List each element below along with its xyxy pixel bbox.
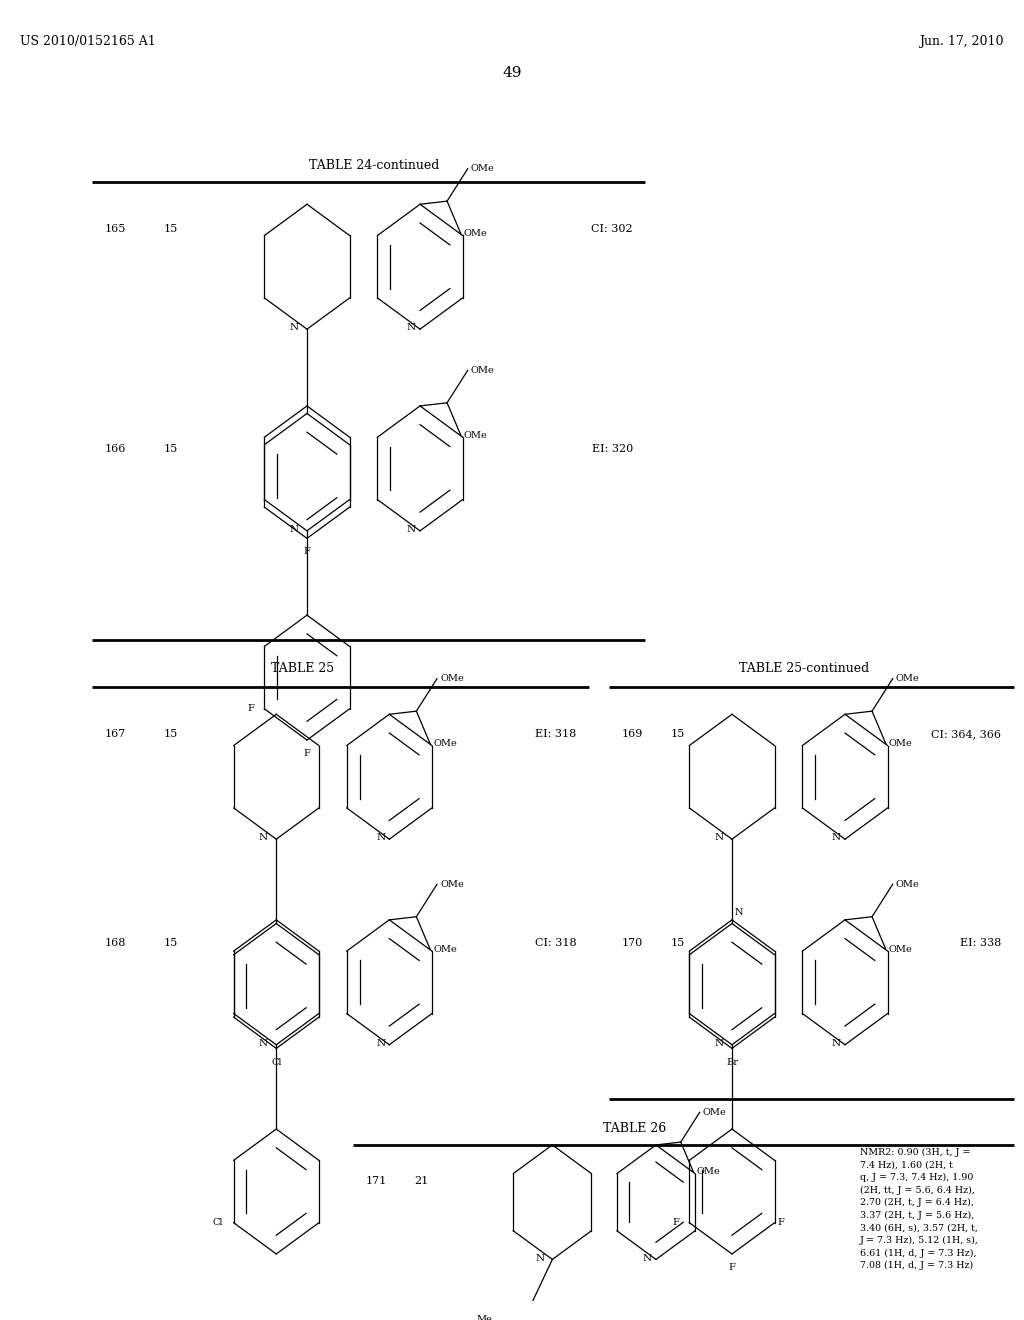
Text: OMe: OMe [696,1167,720,1176]
Text: N: N [643,1254,652,1263]
Text: 21: 21 [415,1176,429,1187]
Text: F: F [728,1263,735,1272]
Text: N: N [376,833,385,842]
Text: N: N [407,323,416,333]
Text: OMe: OMe [471,366,495,375]
Text: N: N [715,833,724,842]
Text: NMR2: 0.90 (3H, t, J =
7.4 Hz), 1.60 (2H, t
q, J = 7.3, 7.4 Hz), 1.90
(2H, tt, J: NMR2: 0.90 (3H, t, J = 7.4 Hz), 1.60 (2H… [860,1147,979,1270]
Text: CI: 318: CI: 318 [535,939,577,948]
Text: N: N [831,833,841,842]
Text: TABLE 25-continued: TABLE 25-continued [738,663,869,676]
Text: 15: 15 [164,729,178,739]
Text: 171: 171 [366,1176,387,1187]
Text: N: N [290,323,299,333]
Text: 166: 166 [104,444,126,454]
Text: TABLE 24-continued: TABLE 24-continued [308,158,439,172]
Text: 15: 15 [164,939,178,948]
Text: Jun. 17, 2010: Jun. 17, 2010 [919,36,1004,48]
Text: Cl: Cl [213,1218,223,1228]
Text: 168: 168 [104,939,126,948]
Text: 167: 167 [104,729,126,739]
Text: CI: 364, 366: CI: 364, 366 [932,729,1001,739]
Text: 165: 165 [104,224,126,234]
Text: F: F [248,705,254,713]
Text: OMe: OMe [433,945,457,954]
Text: N: N [290,525,299,535]
Text: 15: 15 [671,939,685,948]
Text: 15: 15 [164,444,178,454]
Text: EI: 320: EI: 320 [592,444,633,454]
Text: N: N [259,1039,268,1048]
Text: Cl: Cl [271,1057,282,1067]
Text: OMe: OMe [440,675,464,684]
Text: OMe: OMe [702,1107,726,1117]
Text: 169: 169 [622,729,643,739]
Text: OMe: OMe [896,675,920,684]
Text: EI: 318: EI: 318 [536,729,577,739]
Text: Br: Br [726,1057,738,1067]
Text: US 2010/0152165 A1: US 2010/0152165 A1 [20,36,157,48]
Text: N: N [376,1039,385,1048]
Text: TABLE 25: TABLE 25 [270,663,334,676]
Text: OMe: OMe [471,164,495,173]
Text: OMe: OMe [433,739,457,748]
Text: OMe: OMe [464,430,487,440]
Text: OMe: OMe [440,879,464,888]
Text: 49: 49 [502,66,522,79]
Text: OMe: OMe [464,230,487,238]
Text: N: N [259,833,268,842]
Text: 170: 170 [622,939,643,948]
Text: OMe: OMe [889,739,912,748]
Text: CI: 302: CI: 302 [591,224,633,234]
Text: 15: 15 [164,224,178,234]
Text: N: N [715,1039,724,1048]
Text: 15: 15 [671,729,685,739]
Text: N: N [831,1039,841,1048]
Text: OMe: OMe [896,879,920,888]
Text: EI: 338: EI: 338 [961,939,1001,948]
Text: OMe: OMe [889,945,912,954]
Text: N: N [735,908,743,917]
Text: F: F [303,750,310,758]
Text: F: F [777,1218,784,1228]
Text: F: F [673,1218,679,1228]
Text: Me: Me [476,1315,493,1320]
Text: F: F [303,548,310,557]
Text: TABLE 26: TABLE 26 [603,1122,667,1134]
Text: N: N [535,1254,544,1263]
Text: N: N [407,525,416,535]
